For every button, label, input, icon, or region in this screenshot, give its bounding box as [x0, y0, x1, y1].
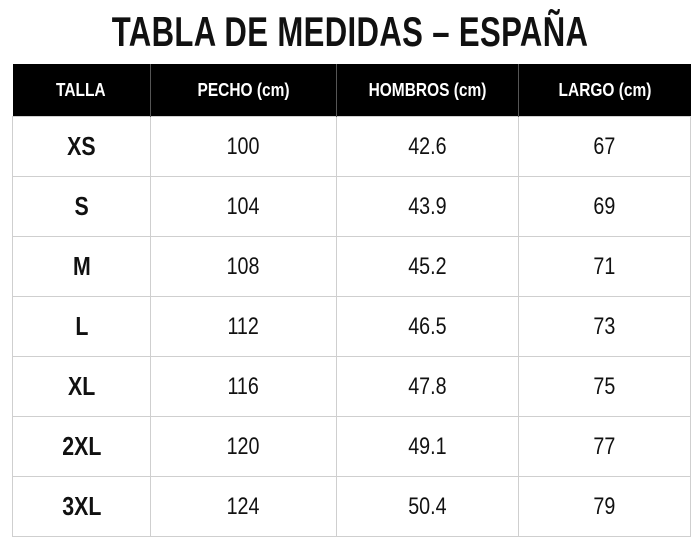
cell-text: 67: [593, 132, 616, 160]
measure-cell: 47.8: [336, 356, 519, 417]
size-cell: M: [12, 236, 151, 297]
cell-text: 69: [593, 192, 616, 220]
cell-text: 120: [227, 432, 260, 460]
header-text: PECHO (cm): [197, 79, 290, 100]
cell-text: 108: [227, 252, 260, 280]
cell-text: 124: [227, 492, 260, 520]
size-cell: XL: [12, 356, 151, 417]
measure-cell: 43.9: [336, 176, 519, 237]
header-cell: HOMBROS (cm): [336, 64, 519, 117]
table-row: 2XL 120 49.1 77: [12, 416, 691, 477]
measure-cell: 46.5: [336, 296, 519, 357]
header-row: TALLA PECHO (cm) HOMBROS (cm) LARGO (cm): [12, 64, 691, 117]
cell-text: 112: [227, 312, 260, 340]
size-cell: L: [12, 296, 151, 357]
header-text: TALLA: [56, 79, 107, 100]
measure-cell: 69: [518, 176, 691, 237]
cell-text: 73: [593, 312, 616, 340]
cell-text: 43.9: [408, 192, 447, 220]
title-bar: TABLA DE MEDIDAS – ESPAÑA: [0, 6, 700, 58]
cell-text: 50.4: [408, 492, 447, 520]
cell-text: 47.8: [408, 372, 447, 400]
measure-cell: 116: [150, 356, 337, 417]
cell-text: XL: [67, 371, 96, 401]
cell-text: M: [72, 251, 91, 281]
table-row: S 104 43.9 69: [12, 176, 691, 237]
cell-text: 75: [593, 372, 616, 400]
measure-cell: 77: [518, 416, 691, 477]
table-row: XL 116 47.8 75: [12, 356, 691, 417]
measure-cell: 100: [150, 116, 337, 177]
measure-cell: 124: [150, 476, 337, 537]
cell-text: 42.6: [408, 132, 447, 160]
measure-cell: 45.2: [336, 236, 519, 297]
measure-cell: 108: [150, 236, 337, 297]
cell-text: 3XL: [61, 491, 102, 521]
header-cell: LARGO (cm): [518, 64, 691, 117]
cell-text: 45.2: [408, 252, 447, 280]
measure-cell: 79: [518, 476, 691, 537]
header-text: LARGO (cm): [558, 79, 652, 100]
cell-text: 46.5: [408, 312, 447, 340]
measure-cell: 49.1: [336, 416, 519, 477]
cell-text: 77: [593, 432, 616, 460]
cell-text: 2XL: [61, 431, 102, 461]
measure-cell: 73: [518, 296, 691, 357]
size-cell: XS: [12, 116, 151, 177]
measure-cell: 104: [150, 176, 337, 237]
measure-cell: 42.6: [336, 116, 519, 177]
header-cell: PECHO (cm): [150, 64, 337, 117]
table-row: M 108 45.2 71: [12, 236, 691, 297]
cell-text: 79: [593, 492, 616, 520]
size-table: TALLA PECHO (cm) HOMBROS (cm) LARGO (cm) XS…: [12, 64, 691, 537]
cell-text: 71: [593, 252, 616, 280]
measure-cell: 67: [518, 116, 691, 177]
size-cell: 3XL: [12, 476, 151, 537]
header-text: HOMBROS (cm): [368, 79, 487, 100]
measure-cell: 120: [150, 416, 337, 477]
table-row: 3XL 124 50.4 79: [12, 476, 691, 537]
size-cell: 2XL: [12, 416, 151, 477]
cell-text: 104: [227, 192, 260, 220]
header-cell: TALLA: [12, 64, 151, 117]
cell-text: 116: [227, 372, 260, 400]
cell-text: 49.1: [408, 432, 447, 460]
title: TABLA DE MEDIDAS – ESPAÑA: [111, 8, 589, 55]
measure-cell: 112: [150, 296, 337, 357]
cell-text: L: [74, 311, 89, 341]
table-body: XS 100 42.6 67 S 104 43.9 69 M 108 45.2 71 L 112 46.5 7…: [12, 116, 691, 537]
measure-cell: 71: [518, 236, 691, 297]
table-row: L 112 46.5 73: [12, 296, 691, 357]
size-cell: S: [12, 176, 151, 237]
table-row: XS 100 42.6 67: [12, 116, 691, 177]
measure-cell: 50.4: [336, 476, 519, 537]
cell-text: XS: [67, 131, 96, 161]
measure-cell: 75: [518, 356, 691, 417]
cell-text: 100: [227, 132, 260, 160]
cell-text: S: [74, 191, 89, 221]
